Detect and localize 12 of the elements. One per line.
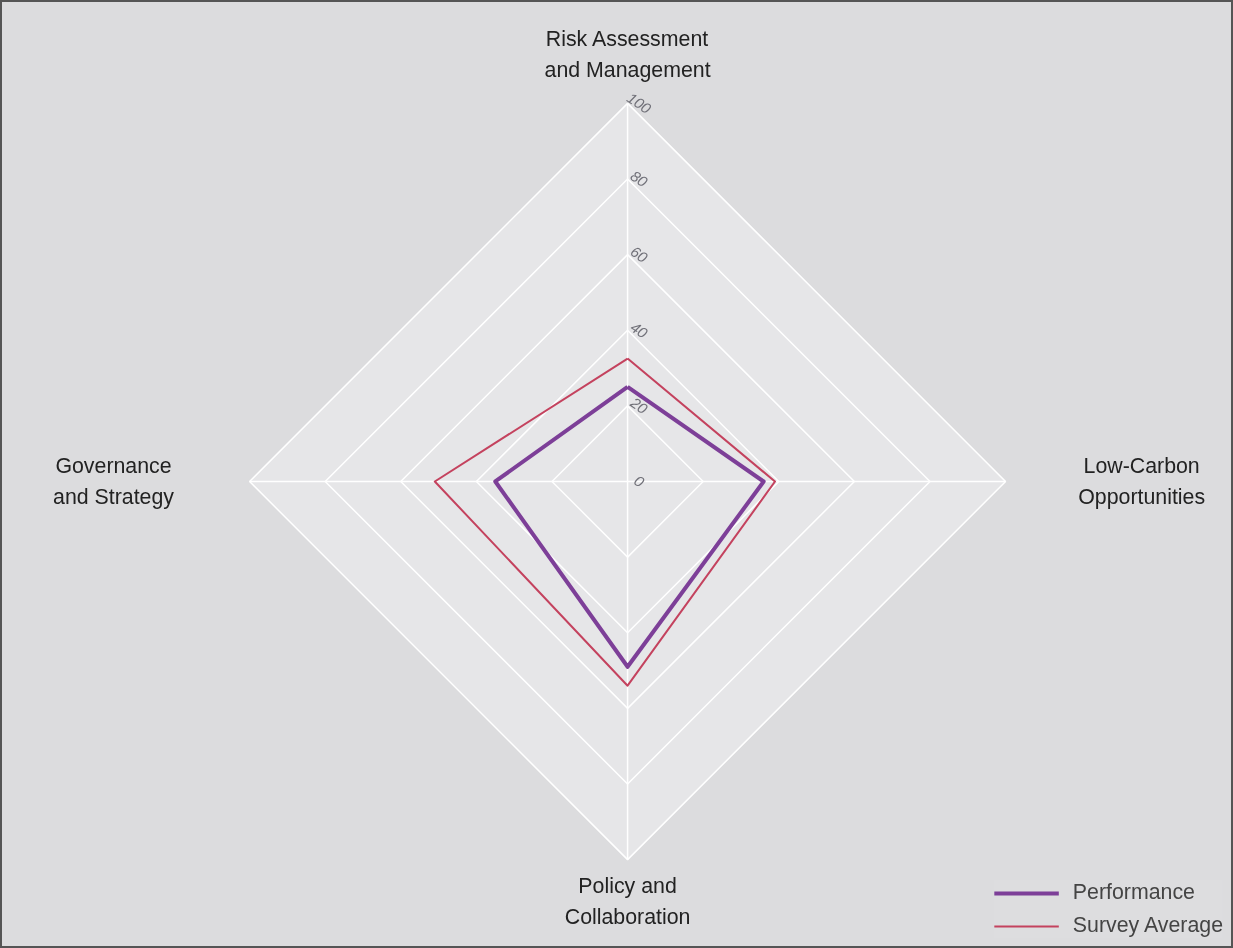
- y-tick-label: 60: [627, 242, 652, 267]
- spoke-label: Low-Carbon Opportunities: [1078, 453, 1206, 510]
- spoke-label: Governance and Strategy: [53, 453, 175, 510]
- legend-label: Performance: [1072, 880, 1195, 905]
- y-tick-label: 40: [627, 318, 652, 342]
- y-tick-label: 0: [630, 471, 648, 491]
- y-tick-label: 20: [626, 393, 652, 418]
- spoke-label: Policy and Collaboration: [564, 873, 691, 929]
- y-tick-label: 80: [627, 166, 652, 191]
- y-tick-label: 100: [624, 88, 655, 118]
- spoke-label: Risk Assessment and Management: [544, 26, 711, 82]
- legend-label: Survey Average: [1072, 913, 1223, 938]
